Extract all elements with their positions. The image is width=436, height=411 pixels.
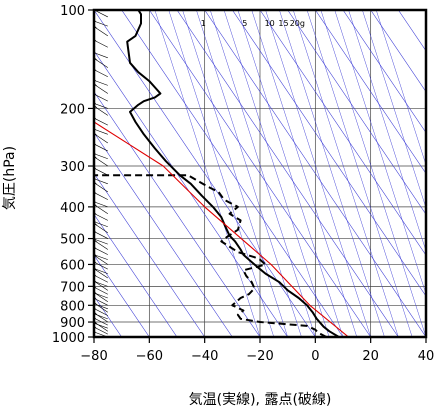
x-axis-label: 気温(実線), 露点(破線) [189, 392, 332, 408]
dry-adiabat-line [94, 213, 178, 337]
wind-barb [94, 221, 108, 234]
dry-adiabat-line [370, 10, 426, 93]
wind-barb [94, 56, 108, 68]
mixing-ratio-label: 1 [201, 19, 206, 28]
mixing-ratio-label: 15 [278, 19, 288, 28]
dry-adiabat-line [342, 10, 426, 134]
x-axis: −80 −60 −40 −20 0 20 40 [80, 337, 434, 364]
plot-area [94, 10, 426, 337]
y-tick-label: 600 [60, 258, 85, 273]
y-tick-label: 500 [60, 233, 85, 248]
temperature-line [126, 10, 340, 337]
x-tick-label: 20 [362, 349, 379, 364]
mixing-ratio-line [182, 10, 288, 337]
mixing-ratio-line [237, 10, 344, 337]
reference-lines [94, 10, 426, 337]
wind-barb [94, 155, 108, 167]
mixing-ratio-line [168, 10, 275, 337]
mixing-ratio-line [320, 10, 426, 337]
mixing-ratio-line [375, 10, 426, 166]
mixing-ratio-line [154, 10, 261, 337]
wind-barb [94, 290, 108, 302]
wind-barb [94, 181, 108, 193]
mixing-ratio-line [251, 10, 358, 337]
parcel-line [94, 121, 349, 337]
wind-barb [94, 301, 109, 313]
x-tick-label: −80 [80, 349, 107, 364]
mixing-ratio-line [265, 10, 371, 337]
x-tick-label: −60 [136, 349, 163, 364]
mixing-ratio-line [223, 10, 330, 337]
dry-adiabat-line [94, 173, 205, 337]
wind-barb [94, 82, 108, 94]
mixing-ratio-label: 20g [290, 19, 305, 28]
y-tick-label: 100 [60, 4, 85, 19]
mixing-ratio-line [362, 10, 426, 209]
mixing-ratio-line [348, 10, 426, 252]
wind-barb [94, 25, 108, 37]
y-tick-label: 800 [60, 299, 85, 314]
x-tick-label: −40 [191, 349, 218, 364]
y-tick-label: 700 [60, 280, 85, 295]
mixing-ratio-labels: 1 5 10 15 20g [201, 19, 305, 28]
dry-adiabat-line [94, 132, 233, 337]
dry-adiabat-line [315, 10, 426, 174]
mixing-ratio-line [279, 10, 385, 337]
dew_point-line [94, 174, 327, 337]
x-tick-label: 40 [418, 349, 435, 364]
wind-barb [107, 10, 108, 11]
dry-adiabat-line [121, 10, 344, 337]
y-tick-label: 900 [60, 316, 85, 331]
dry-adiabat-line [94, 254, 150, 337]
mixing-ratio-label: 5 [242, 19, 247, 28]
mixing-ratio-line [209, 10, 316, 337]
y-axis-label: 気圧(hPa) [2, 146, 18, 210]
dry-adiabat-line [425, 10, 426, 11]
y-tick-label: 1000 [52, 331, 85, 346]
mixing-ratio-line [292, 10, 399, 337]
y-tick-label: 300 [60, 160, 85, 175]
mixing-ratio-line [306, 10, 413, 337]
series [94, 10, 349, 337]
mixing-ratio-line [196, 10, 302, 337]
y-tick-label: 200 [60, 102, 85, 117]
y-tick-label: 400 [60, 201, 85, 216]
dry-adiabat-line [94, 91, 261, 337]
mixing-ratio-line [334, 10, 426, 295]
mixing-ratio-label: 10 [265, 19, 275, 28]
x-tick-label: −20 [246, 349, 273, 364]
x-tick-label: 0 [311, 349, 319, 364]
dry-adiabat-line [176, 10, 399, 337]
